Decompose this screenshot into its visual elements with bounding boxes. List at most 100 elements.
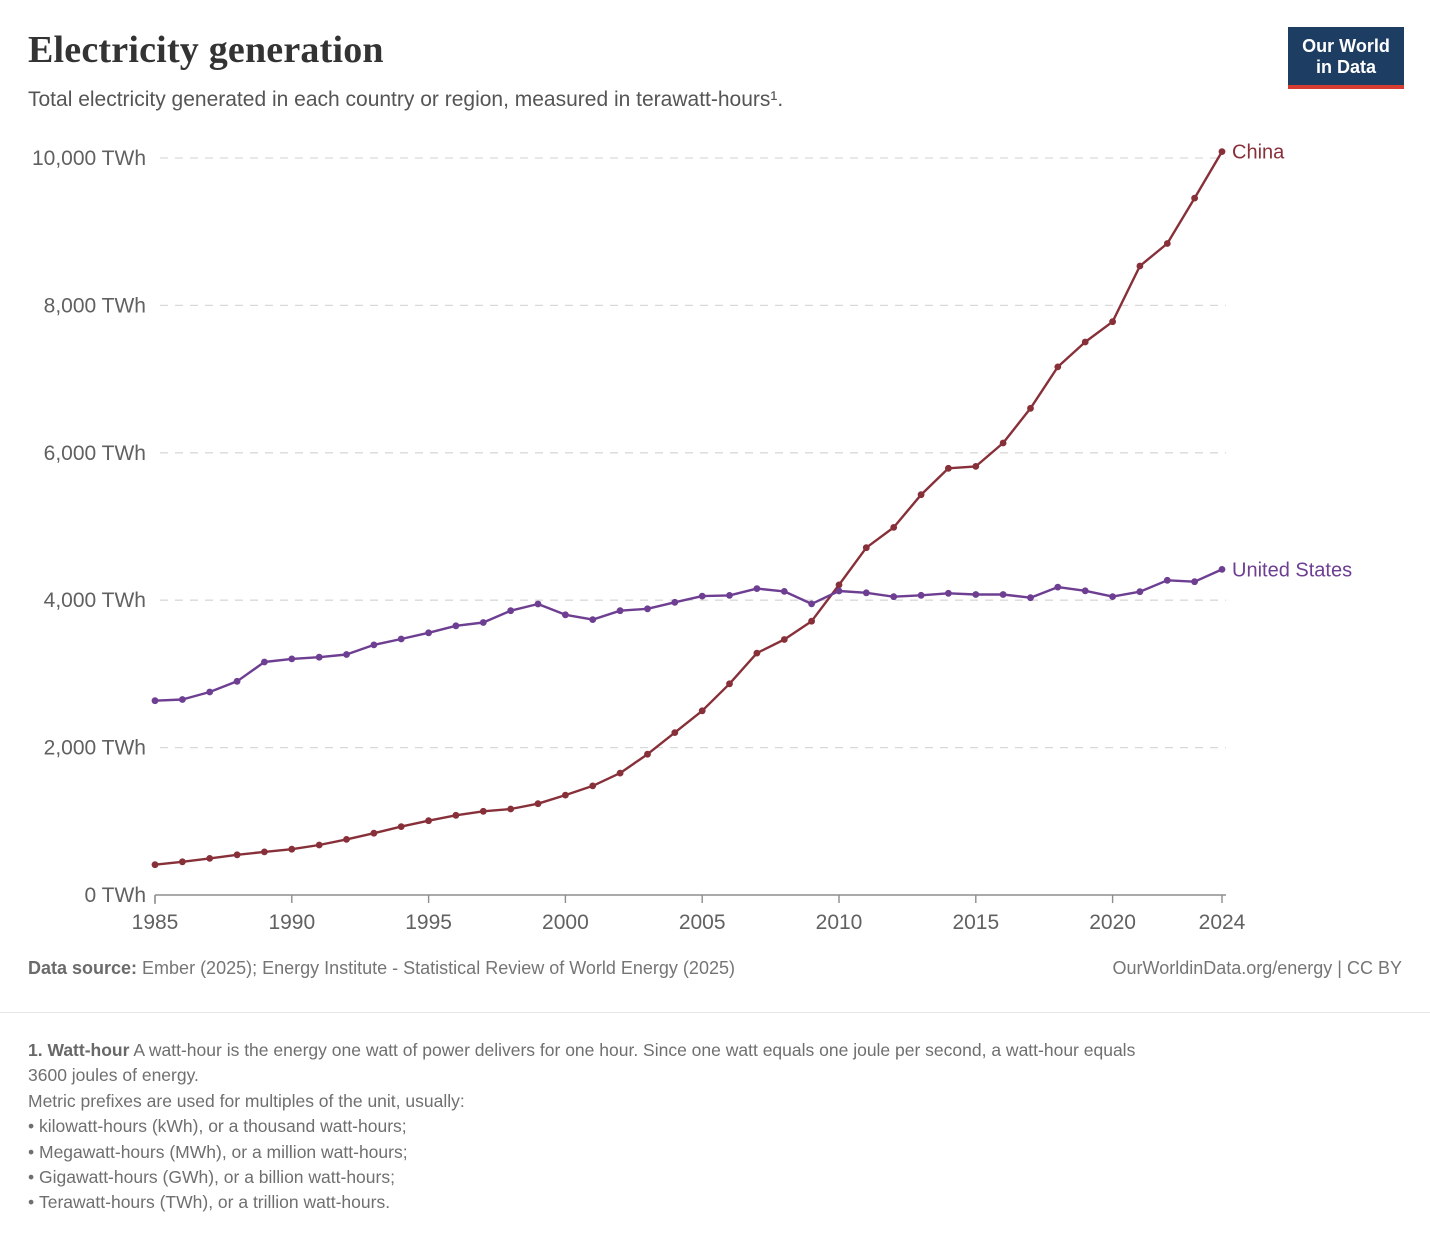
data-point-united-states-1999[interactable] bbox=[534, 600, 542, 608]
data-point-united-states-2023[interactable] bbox=[1191, 578, 1198, 586]
footnote-bullet: Megawatt-hours (MWh), or a million watt-… bbox=[28, 1140, 1368, 1165]
data-point-china-1998[interactable] bbox=[507, 805, 515, 813]
data-point-united-states-2019[interactable] bbox=[1081, 587, 1089, 595]
data-point-china-1993[interactable] bbox=[370, 829, 378, 837]
data-point-china-2008[interactable] bbox=[780, 636, 788, 643]
data-point-china-2007[interactable] bbox=[753, 649, 761, 657]
series-line-china[interactable] bbox=[153, 150, 1224, 866]
data-point-united-states-1990[interactable] bbox=[288, 655, 296, 663]
data-point-china-1990[interactable] bbox=[288, 845, 296, 853]
data-point-united-states-2011[interactable] bbox=[862, 589, 870, 597]
data-point-china-2016[interactable] bbox=[999, 439, 1007, 447]
data-point-china-1986[interactable] bbox=[179, 858, 186, 866]
data-point-united-states-2020[interactable] bbox=[1109, 593, 1116, 600]
data-point-united-states-2006[interactable] bbox=[726, 592, 733, 599]
y-axis-label: 0 TWh bbox=[85, 884, 146, 907]
data-point-united-states-2003[interactable] bbox=[644, 605, 651, 613]
data-point-united-states-2024[interactable] bbox=[1218, 566, 1226, 573]
data-point-china-2019[interactable] bbox=[1081, 338, 1089, 346]
data-point-china-1995[interactable] bbox=[425, 817, 432, 825]
data-point-united-states-2010[interactable] bbox=[835, 587, 843, 595]
data-point-china-1985[interactable] bbox=[151, 861, 159, 869]
data-point-united-states-1994[interactable] bbox=[397, 635, 405, 643]
data-point-united-states-2000[interactable] bbox=[562, 611, 569, 619]
data-point-china-2005[interactable] bbox=[698, 707, 706, 715]
data-point-united-states-2022[interactable] bbox=[1163, 576, 1171, 584]
series-line-united-states[interactable] bbox=[153, 568, 1224, 702]
line-chart: 0 TWh 2,000 TWh 4,000 TWh 6,000 TWh 8,000 TW… bbox=[0, 140, 1430, 940]
data-point-united-states-2008[interactable] bbox=[780, 588, 788, 595]
data-point-china-2002[interactable] bbox=[616, 769, 624, 777]
data-point-china-1994[interactable] bbox=[397, 823, 405, 830]
data-point-china-1997[interactable] bbox=[479, 807, 487, 815]
data-point-united-states-1993[interactable] bbox=[370, 641, 378, 649]
data-point-china-2014[interactable] bbox=[945, 464, 952, 472]
data-point-united-states-1995[interactable] bbox=[425, 629, 432, 637]
data-point-china-1989[interactable] bbox=[261, 848, 268, 856]
data-point-united-states-2004[interactable] bbox=[671, 598, 679, 606]
footnote-bullet: Terawatt-hours (TWh), or a trillion watt… bbox=[28, 1190, 1368, 1215]
data-point-united-states-2014[interactable] bbox=[945, 589, 952, 597]
data-point-china-2001[interactable] bbox=[589, 782, 597, 790]
data-point-united-states-1985[interactable] bbox=[151, 697, 159, 705]
data-point-china-2017[interactable] bbox=[1027, 404, 1034, 412]
data-point-china-2006[interactable] bbox=[726, 680, 733, 688]
data-point-united-states-2009[interactable] bbox=[808, 600, 815, 608]
series-china[interactable]: China bbox=[151, 142, 1286, 869]
attribution-link[interactable]: OurWorldinData.org/energy | CC BY bbox=[1112, 958, 1402, 978]
y-axis-labels: 0 TWh 2,000 TWh 4,000 TWh 6,000 TWh 8,000 TW… bbox=[32, 147, 146, 907]
data-point-china-2004[interactable] bbox=[671, 729, 679, 736]
data-point-united-states-2017[interactable] bbox=[1027, 594, 1034, 602]
data-source-value: Ember (2025); Energy Institute - Statist… bbox=[137, 958, 735, 978]
data-point-united-states-1986[interactable] bbox=[179, 696, 186, 703]
data-point-united-states-1988[interactable] bbox=[233, 677, 241, 685]
data-point-united-states-1991[interactable] bbox=[315, 653, 323, 661]
data-point-china-2018[interactable] bbox=[1054, 363, 1062, 371]
data-point-china-2009[interactable] bbox=[808, 617, 815, 625]
data-point-united-states-1992[interactable] bbox=[343, 651, 350, 658]
data-point-china-1992[interactable] bbox=[343, 836, 350, 843]
footnote-definition: 1. Watt-hour A watt-hour is the energy o… bbox=[28, 1038, 1368, 1089]
data-point-china-1987[interactable] bbox=[206, 855, 214, 862]
data-point-united-states-1987[interactable] bbox=[206, 688, 214, 696]
x-axis-label: 1985 bbox=[132, 911, 179, 934]
data-point-united-states-2007[interactable] bbox=[753, 585, 761, 592]
footnote-bullet: kilowatt-hours (kWh), or a thousand watt… bbox=[28, 1114, 1368, 1139]
data-point-china-2023[interactable] bbox=[1191, 194, 1198, 202]
data-point-united-states-2021[interactable] bbox=[1136, 588, 1144, 596]
data-point-china-2020[interactable] bbox=[1109, 318, 1116, 326]
data-point-china-2024[interactable] bbox=[1218, 148, 1226, 155]
y-axis-label: 8,000 TWh bbox=[44, 294, 146, 317]
data-point-united-states-2018[interactable] bbox=[1054, 583, 1062, 591]
series-label-united-states: United States bbox=[1232, 559, 1352, 581]
data-point-china-2010[interactable] bbox=[835, 581, 843, 589]
data-point-united-states-1998[interactable] bbox=[507, 607, 515, 615]
data-point-united-states-2015[interactable] bbox=[972, 591, 980, 598]
data-point-china-1988[interactable] bbox=[233, 851, 241, 859]
data-point-united-states-1997[interactable] bbox=[479, 619, 487, 626]
data-point-united-states-1996[interactable] bbox=[452, 622, 460, 630]
data-point-united-states-2016[interactable] bbox=[999, 591, 1007, 598]
data-point-united-states-2001[interactable] bbox=[589, 616, 597, 623]
footnote-prefixes-intro: Metric prefixes are used for multiples o… bbox=[28, 1090, 465, 1111]
footnote: 1. Watt-hour A watt-hour is the energy o… bbox=[28, 1038, 1368, 1216]
data-point-china-1991[interactable] bbox=[315, 841, 323, 849]
data-point-china-2012[interactable] bbox=[890, 524, 898, 531]
data-point-china-2013[interactable] bbox=[917, 491, 925, 499]
owid-logo[interactable]: Our World in Data bbox=[1288, 27, 1404, 90]
data-point-china-2022[interactable] bbox=[1163, 240, 1171, 247]
data-point-united-states-2013[interactable] bbox=[917, 591, 925, 599]
y-gridlines bbox=[160, 157, 1226, 749]
data-point-china-2011[interactable] bbox=[862, 544, 870, 552]
data-point-united-states-1989[interactable] bbox=[261, 658, 268, 666]
data-point-china-2003[interactable] bbox=[644, 750, 651, 758]
data-point-united-states-2012[interactable] bbox=[890, 593, 898, 601]
data-point-china-1996[interactable] bbox=[452, 811, 460, 819]
data-point-united-states-2005[interactable] bbox=[698, 592, 706, 600]
data-point-china-2015[interactable] bbox=[972, 463, 980, 470]
series-united-states[interactable]: United States bbox=[151, 559, 1352, 705]
data-point-china-2021[interactable] bbox=[1136, 262, 1144, 270]
data-point-united-states-2002[interactable] bbox=[616, 607, 624, 615]
data-point-china-1999[interactable] bbox=[534, 800, 542, 808]
data-point-china-2000[interactable] bbox=[562, 791, 569, 799]
